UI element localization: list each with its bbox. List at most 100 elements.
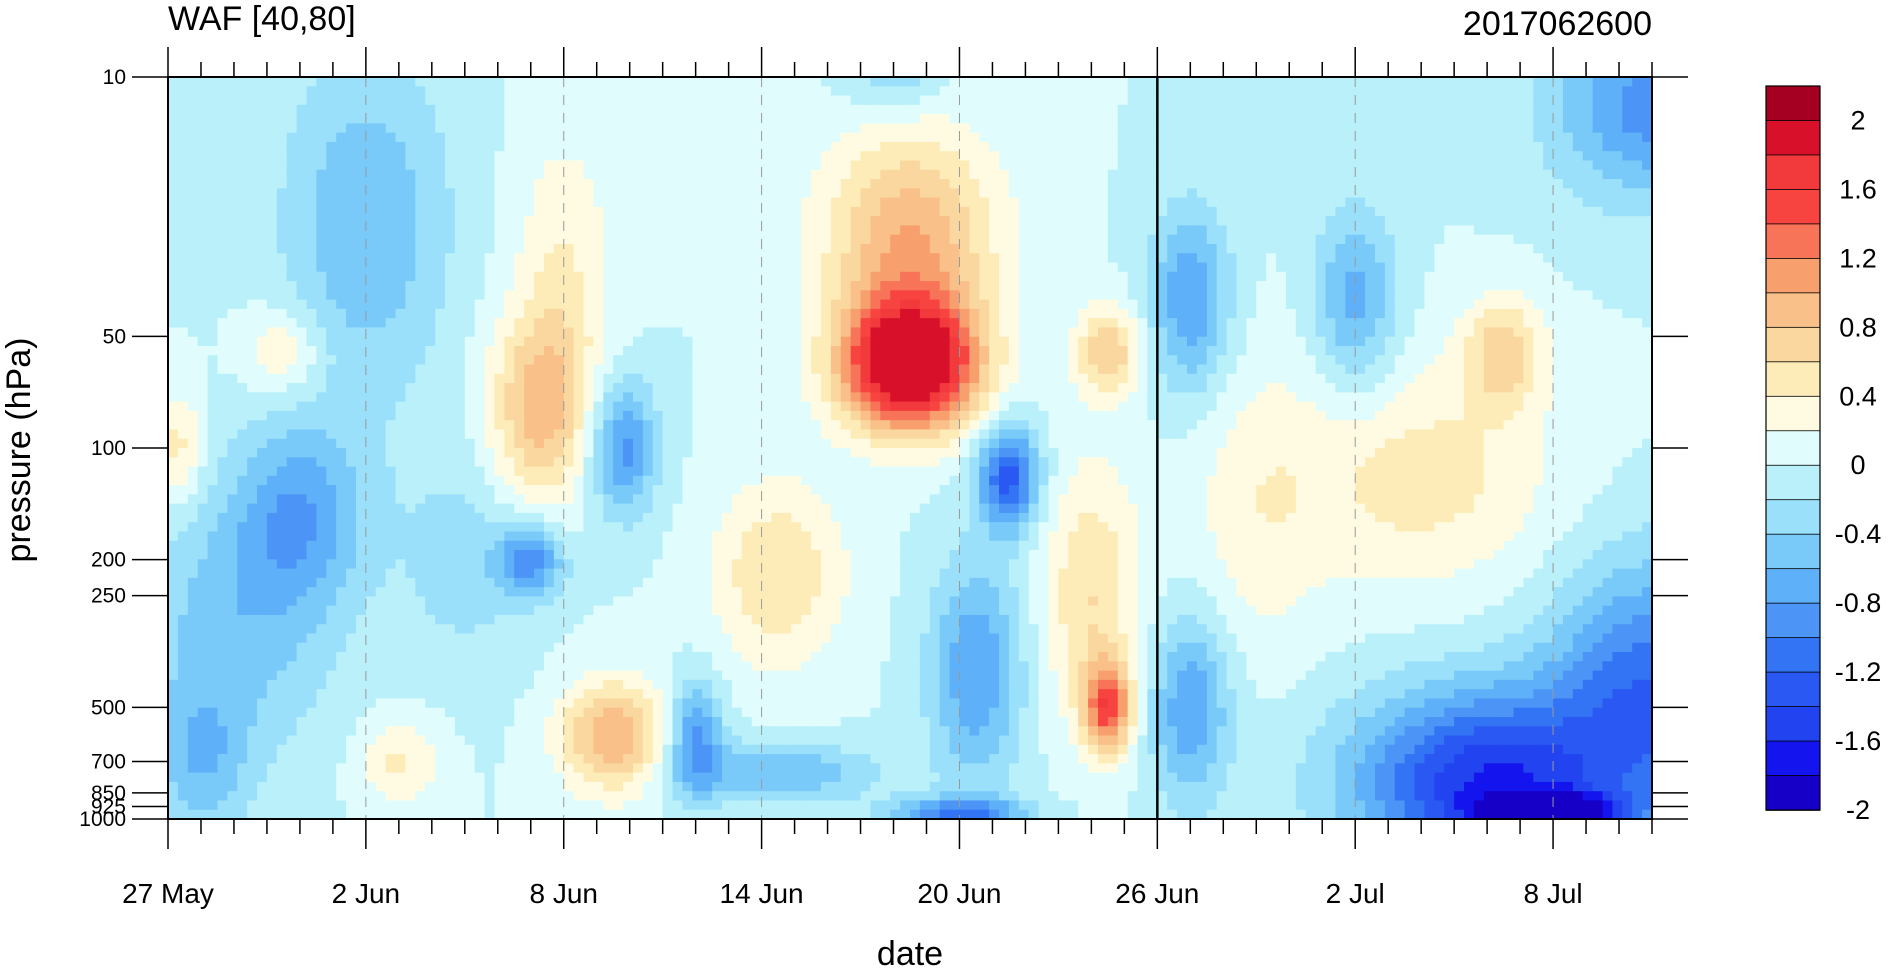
field-cell <box>731 596 743 607</box>
field-cell <box>395 327 407 338</box>
field-cell <box>316 290 327 301</box>
field-cell <box>197 726 209 737</box>
field-cell <box>534 262 545 273</box>
field-cell <box>415 707 426 718</box>
field-cell <box>276 531 288 542</box>
field-cell <box>603 318 614 329</box>
field-cell <box>237 234 248 245</box>
field-cell <box>514 475 525 486</box>
field-cell <box>524 308 535 319</box>
field-cell <box>682 605 693 616</box>
field-cell <box>702 281 713 291</box>
field-cell <box>682 763 693 774</box>
field-cell <box>534 457 545 468</box>
field-cell <box>494 726 505 737</box>
field-cell <box>405 763 416 774</box>
field-cell <box>623 151 634 162</box>
field-cell <box>514 373 525 384</box>
field-cell <box>365 707 377 718</box>
field-cell <box>632 550 644 560</box>
field-cell <box>553 420 565 431</box>
field-cell <box>385 318 397 329</box>
field-cell <box>484 197 496 208</box>
field-cell <box>375 299 387 310</box>
field-cell <box>257 624 268 635</box>
field-cell <box>603 494 614 505</box>
field-cell <box>642 438 654 449</box>
field-cell <box>227 772 238 783</box>
field-cell <box>623 308 634 319</box>
field-cell <box>642 744 654 755</box>
field-cell <box>207 253 219 264</box>
field-cell <box>682 355 693 366</box>
field-cell <box>316 809 327 819</box>
field-cell <box>168 123 179 134</box>
field-cell <box>207 234 219 245</box>
field-cell <box>365 151 377 162</box>
field-cell <box>355 577 367 588</box>
field-cell <box>464 114 476 124</box>
field-cell <box>741 550 753 560</box>
field-cell <box>761 253 773 264</box>
field-cell <box>247 383 258 393</box>
field-cell <box>227 438 238 449</box>
field-cell <box>692 262 703 273</box>
field-cell <box>514 253 525 264</box>
field-cell <box>682 559 693 570</box>
field-cell <box>583 531 595 542</box>
field-cell <box>425 364 436 375</box>
field-cell <box>276 559 288 570</box>
field-cell <box>464 568 476 579</box>
field-cell <box>583 522 595 533</box>
field-cell <box>563 299 575 310</box>
field-cell <box>731 642 743 653</box>
field-cell <box>642 633 654 644</box>
field-cell <box>761 271 773 282</box>
field-cell <box>266 290 278 301</box>
field-cell <box>187 596 199 607</box>
field-cell <box>494 383 505 393</box>
field-cell <box>435 577 446 588</box>
field-cell <box>375 744 387 755</box>
field-cell <box>346 642 357 653</box>
field-cell <box>583 373 595 384</box>
field-cell <box>425 587 436 598</box>
field-cell <box>187 587 199 598</box>
field-cell <box>435 95 446 106</box>
field-cell <box>168 670 179 681</box>
field-cell <box>177 614 189 625</box>
field-cell <box>316 596 327 607</box>
field-cell <box>534 253 545 264</box>
field-cell <box>702 114 713 124</box>
field-cell <box>563 169 575 180</box>
field-cell <box>692 141 703 152</box>
field-cell <box>415 689 426 700</box>
field-cell <box>415 104 426 115</box>
field-cell <box>405 95 416 106</box>
field-cell <box>543 327 555 338</box>
field-cell <box>355 809 367 819</box>
field-cell <box>257 429 268 440</box>
field-cell <box>227 318 238 329</box>
field-cell <box>355 336 367 347</box>
field-cell <box>306 281 317 291</box>
field-cell <box>217 336 228 347</box>
field-cell <box>365 781 377 792</box>
field-cell <box>365 485 377 495</box>
field-cell <box>494 457 505 468</box>
field-cell <box>722 290 733 301</box>
field-cell <box>336 243 347 254</box>
field-cell <box>741 216 753 227</box>
field-cell <box>751 698 763 709</box>
field-cell <box>692 624 703 635</box>
field-cell <box>464 438 476 449</box>
field-cell <box>187 206 199 217</box>
field-cell <box>395 262 407 273</box>
field-cell <box>662 772 674 783</box>
field-cell <box>722 77 733 87</box>
field-cell <box>454 522 466 533</box>
field-cell <box>603 744 614 755</box>
field-cell <box>553 809 565 819</box>
field-cell <box>395 577 407 588</box>
field-cell <box>177 308 189 319</box>
